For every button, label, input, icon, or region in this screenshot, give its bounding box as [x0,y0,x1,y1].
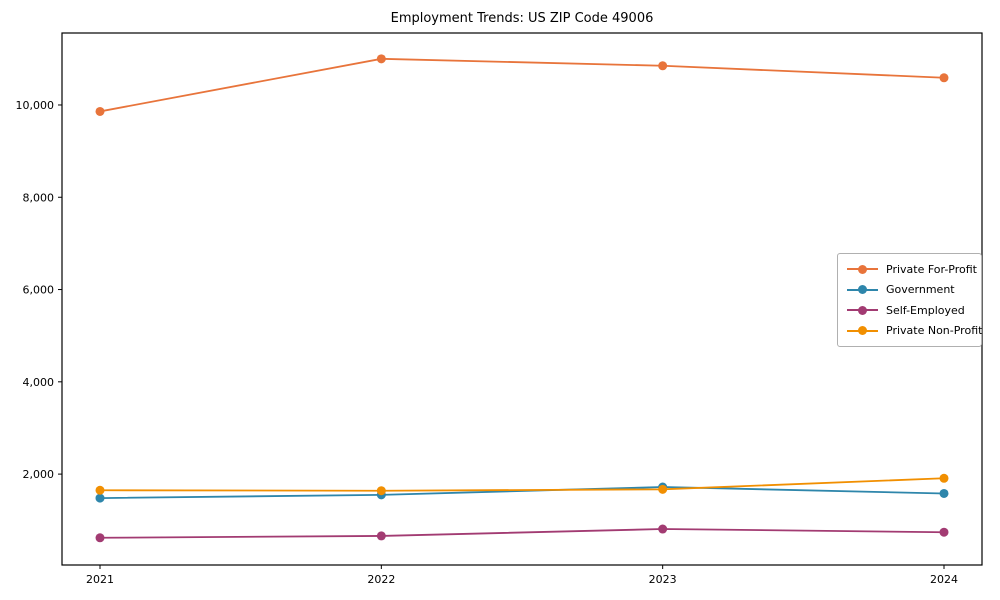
y-tick-label: 6,000 [23,284,55,297]
legend-label: Private Non-Profit [886,324,983,338]
legend-item-self-employed: Self-Employed [847,300,973,320]
legend-item-government: Government [847,280,973,300]
series-line [99,486,945,499]
data-point [939,488,949,498]
x-tick-label: 2021 [86,573,114,586]
y-tick-label: 10,000 [16,99,55,112]
data-point [95,493,105,503]
line-marker-icon [847,326,878,336]
y-tick-label: 8,000 [23,191,55,204]
data-point [658,524,668,534]
data-point [95,485,105,495]
y-tick-label: 2,000 [23,468,55,481]
chart-title: Employment Trends: US ZIP Code 49006 [390,11,654,26]
data-point [376,531,386,541]
y-tick-label: 4,000 [23,376,55,389]
line-marker-icon [847,305,878,315]
legend-item-private-non-profit: Private Non-Profit [847,321,982,341]
plot-border [61,32,983,566]
x-tick-label: 2022 [367,573,395,586]
series-line [99,57,945,113]
data-point [95,533,105,543]
legend-item-private-for-profit: Private For-Profit [847,259,977,279]
series-line [99,477,945,492]
data-point [658,484,668,494]
data-point [658,61,668,71]
data-point [939,73,949,83]
data-point [95,106,105,116]
legend-label: Government [886,283,955,297]
series-line [99,528,945,539]
legend: Private For-Profit Government Self-Emplo… [837,253,982,347]
line-marker-icon [847,264,878,274]
data-point [939,473,949,483]
legend-label: Self-Employed [886,303,965,317]
x-tick-label: 2023 [649,573,677,586]
x-tick-label: 2024 [930,573,958,586]
data-point [376,486,386,496]
line-marker-icon [847,285,878,295]
legend-label: Private For-Profit [886,262,977,276]
data-point [939,527,949,537]
data-point [376,54,386,64]
